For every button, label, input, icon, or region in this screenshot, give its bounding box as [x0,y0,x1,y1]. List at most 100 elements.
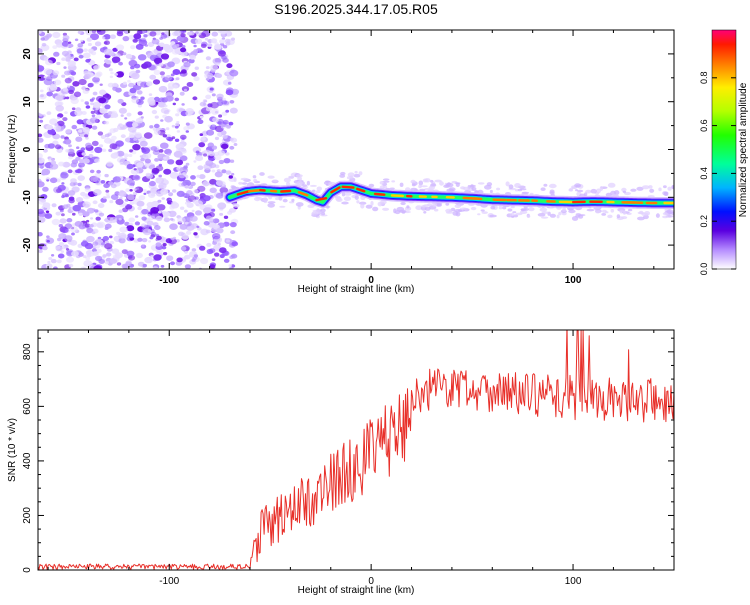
noise-blob [93,108,96,110]
noise-blob [142,238,148,242]
bottom-x-axis-label: Height of straight line (km) [298,585,415,596]
noise-blob [163,243,167,246]
noise-blob [110,72,114,75]
noise-blob [48,143,55,149]
noise-blob [39,120,43,123]
noise-blob [231,173,234,176]
noise-blob [47,86,54,91]
noise-blob [71,251,79,257]
noise-blob [90,176,98,182]
noise-blob [86,105,91,109]
noise-blob [219,213,223,216]
noise-blob [105,190,109,193]
ridge-speckle [516,213,523,216]
noise-blob [98,97,106,103]
noise-blob [212,32,219,37]
noise-blob [151,232,157,236]
ridge-speckle [380,181,385,185]
noise-blob [232,241,239,246]
noise-blob [161,53,169,59]
noise-blob [159,63,164,67]
noise-blob [140,158,145,162]
noise-blob [91,111,95,114]
noise-blob [149,75,156,80]
noise-blob [152,110,157,114]
noise-blob [78,31,82,34]
noise-blob [176,44,180,47]
noise-blob [114,152,118,155]
ridge-speckle [288,176,293,179]
noise-blob [39,94,47,100]
noise-blob [167,153,171,156]
noise-blob [38,158,42,161]
heatmap-noise-region [34,27,240,271]
noise-blob [103,236,109,241]
ridge-speckle [543,184,547,187]
noise-blob [92,126,97,130]
noise-blob [68,190,76,196]
noise-blob [65,129,71,134]
noise-blob [96,170,101,174]
noise-blob [165,96,173,102]
ridge-speckle [256,197,262,200]
colorbar-label: Normalized spectral amplitude [738,82,749,217]
ridge-speckle [477,213,480,215]
colorbar-tick-label: 0.6 [699,119,709,132]
noise-blob [109,236,113,239]
noise-blob [115,88,122,93]
noise-blob [206,66,210,69]
noise-blob [195,39,202,44]
noise-blob [63,204,69,209]
noise-blob [111,136,117,140]
ridge-speckle [509,184,514,189]
noise-blob [175,123,179,126]
noise-blob [84,204,89,208]
noise-blob [71,163,78,168]
noise-blob [146,81,152,86]
noise-blob [83,127,91,133]
noise-blob [154,130,161,135]
noise-blob [223,120,229,125]
ridge-speckle [578,215,583,219]
noise-blob [228,82,232,85]
top-y-tick-label: 20 [22,48,33,60]
top-x-tick-label: 100 [565,275,582,286]
ridge-speckle [301,184,307,187]
noise-blob [61,213,65,216]
noise-blob [163,252,167,255]
noise-blob [79,79,87,85]
ridge-speckle [623,211,626,215]
ridge-speckle [507,208,512,211]
noise-blob [214,253,219,257]
noise-blob [79,55,84,59]
noise-blob [110,34,116,39]
noise-blob [85,101,89,104]
noise-blob [196,175,200,178]
noise-blob [68,144,72,147]
noise-blob [115,252,123,258]
noise-blob [89,224,94,228]
noise-blob [68,169,73,173]
noise-blob [99,144,103,147]
top-x-axis-label: Height of straight line (km) [298,284,415,295]
noise-blob [193,189,198,193]
noise-blob [88,43,92,46]
noise-blob [218,114,222,117]
noise-blob [104,243,112,249]
noise-blob [211,109,219,115]
noise-blob [150,207,159,214]
ridge-speckle [253,175,257,178]
bottom-y-tick-label: 600 [22,398,33,415]
top-y-tick-label: -20 [22,237,33,252]
noise-blob [125,199,129,202]
noise-blob [61,75,65,78]
ridge-speckle [350,176,353,179]
noise-blob [221,144,228,150]
ridge-speckle [359,171,363,175]
colorbar: 0.00.20.40.60.8 Normalized spectral ampl… [699,30,749,275]
noise-blob [230,100,235,104]
noise-blob [216,180,224,186]
noise-blob [229,70,238,77]
ridge-speckle [296,174,303,177]
noise-blob [172,125,175,128]
